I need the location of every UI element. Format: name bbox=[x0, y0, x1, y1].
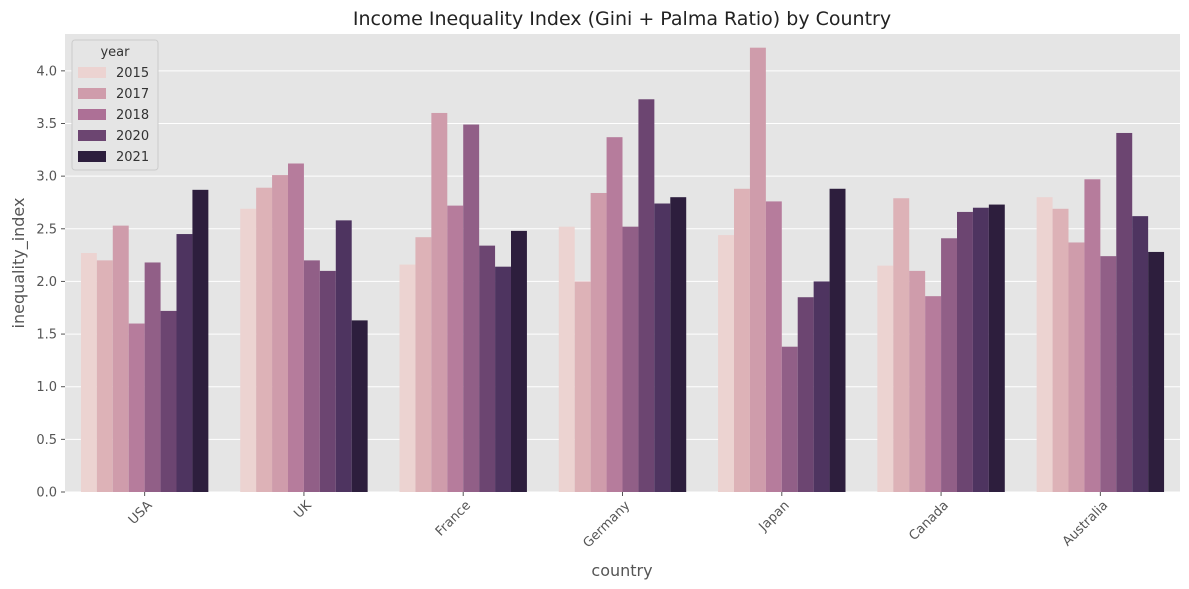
bar bbox=[654, 203, 671, 493]
bar bbox=[144, 262, 161, 492]
bar bbox=[399, 264, 416, 492]
bar bbox=[813, 281, 830, 492]
bar bbox=[829, 188, 846, 493]
legend: year 2015 2017 2018 2020 2021 bbox=[71, 39, 159, 171]
y-axis-title: inequality_index bbox=[9, 198, 29, 329]
bar bbox=[240, 208, 257, 492]
legend-swatch bbox=[78, 88, 106, 99]
bar bbox=[558, 226, 575, 493]
bar bbox=[1068, 242, 1085, 492]
x-tick-label: Japan bbox=[756, 498, 793, 535]
x-tick-label: USA bbox=[126, 498, 156, 528]
legend-swatch bbox=[78, 109, 106, 120]
y-tick-label: 0.0 bbox=[36, 486, 57, 501]
x-axis-title: country bbox=[591, 561, 652, 580]
y-axis-ticks: 0.0 0.5 1.0 1.5 2.0 2.5 3.0 3.5 4.0 bbox=[36, 64, 65, 501]
bar bbox=[479, 245, 496, 492]
legend-entry-label: 2020 bbox=[116, 129, 149, 144]
legend-entry-label: 2017 bbox=[116, 87, 149, 102]
y-tick-label: 1.5 bbox=[36, 328, 57, 343]
bar bbox=[765, 201, 782, 492]
x-tick-label: Canada bbox=[906, 498, 952, 544]
chart-title: Income Inequality Index (Gini + Palma Ra… bbox=[353, 8, 891, 30]
legend-title: year bbox=[100, 45, 130, 60]
bar bbox=[797, 297, 814, 492]
bar bbox=[988, 204, 1005, 492]
bar bbox=[1132, 216, 1149, 492]
bar bbox=[749, 47, 766, 493]
bar bbox=[96, 260, 113, 492]
bar bbox=[877, 265, 894, 492]
bar bbox=[511, 230, 527, 492]
y-tick-label: 3.5 bbox=[36, 117, 57, 132]
y-tick-label: 4.0 bbox=[36, 64, 57, 79]
bar bbox=[160, 310, 177, 492]
legend-swatch bbox=[78, 130, 106, 141]
bar bbox=[415, 237, 432, 492]
bar bbox=[319, 270, 336, 492]
bar bbox=[192, 189, 209, 492]
bar bbox=[606, 137, 623, 492]
y-tick-label: 2.0 bbox=[36, 275, 57, 290]
y-tick-label: 1.0 bbox=[36, 380, 57, 395]
bar bbox=[288, 163, 304, 492]
bar bbox=[272, 175, 288, 492]
x-tick-label: UK bbox=[291, 498, 315, 522]
x-axis-ticks: USA UK France Germany Japan Canada Australia bbox=[126, 492, 1111, 551]
legend-entry-label: 2021 bbox=[116, 150, 149, 165]
bar bbox=[1116, 132, 1133, 493]
legend-swatch bbox=[78, 151, 106, 162]
y-tick-label: 3.0 bbox=[36, 170, 57, 185]
bar bbox=[112, 225, 129, 492]
bar bbox=[335, 220, 352, 492]
bar bbox=[80, 252, 97, 492]
bar bbox=[463, 124, 480, 493]
bar bbox=[670, 197, 687, 492]
bar bbox=[638, 99, 655, 492]
bar bbox=[734, 188, 750, 493]
bars bbox=[80, 47, 1165, 493]
bar bbox=[256, 187, 273, 492]
legend-entry-label: 2018 bbox=[116, 108, 149, 123]
bar bbox=[176, 234, 193, 493]
bar bbox=[351, 320, 368, 492]
x-tick-label: Australia bbox=[1060, 498, 1111, 549]
bar bbox=[1148, 251, 1165, 492]
bar bbox=[957, 211, 973, 492]
bar bbox=[431, 112, 448, 492]
legend-entry-label: 2015 bbox=[116, 66, 149, 81]
y-tick-label: 0.5 bbox=[36, 433, 57, 448]
bar bbox=[1100, 256, 1117, 492]
legend-swatch bbox=[78, 67, 106, 78]
bar bbox=[574, 281, 591, 492]
bar bbox=[718, 235, 734, 492]
bar bbox=[590, 192, 607, 493]
bar bbox=[925, 296, 942, 492]
bar bbox=[972, 207, 989, 493]
bar bbox=[447, 205, 464, 492]
bar bbox=[303, 260, 320, 492]
bar bbox=[622, 226, 639, 493]
bar bbox=[1084, 179, 1101, 492]
bar bbox=[941, 238, 957, 492]
bar bbox=[781, 346, 798, 492]
bar bbox=[909, 270, 926, 492]
bar bbox=[128, 323, 145, 492]
bar bbox=[1052, 208, 1069, 492]
y-tick-label: 2.5 bbox=[36, 222, 57, 237]
x-tick-label: France bbox=[433, 498, 474, 539]
bar bbox=[893, 198, 910, 492]
bar bbox=[495, 266, 511, 492]
x-tick-label: Germany bbox=[580, 498, 633, 551]
bar bbox=[1036, 197, 1053, 492]
